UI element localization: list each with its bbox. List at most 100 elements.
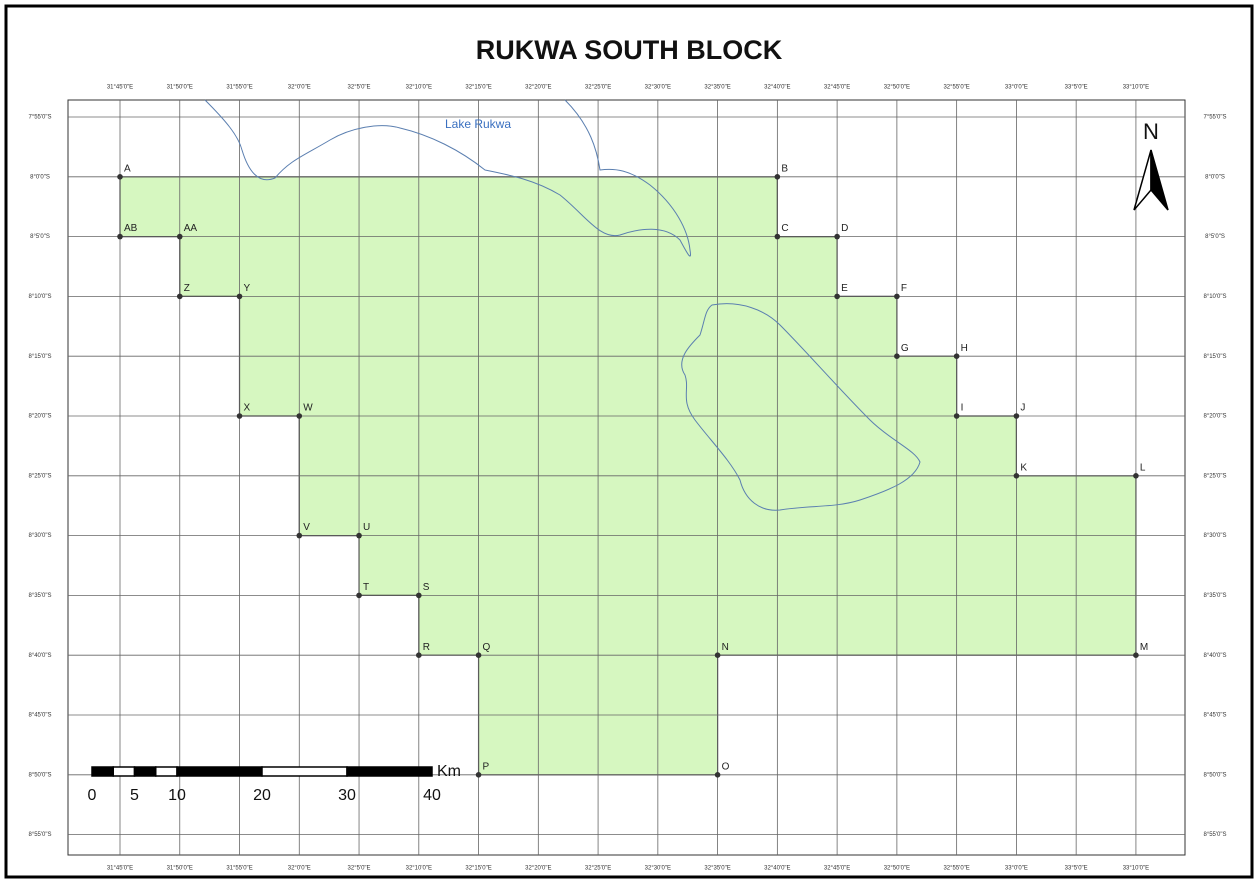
- latitude-label-right: 8°20'0"S: [1203, 414, 1226, 420]
- latitude-label-left: 8°10'0"S: [28, 294, 51, 300]
- latitude-label-left: 8°30'0"S: [28, 533, 51, 539]
- latitude-label-right: 8°10'0"S: [1203, 294, 1226, 300]
- point-marker: [894, 353, 900, 360]
- scale-bar: 0 5 10 20 30 40 Km: [88, 763, 461, 804]
- latitude-label-left: 8°25'0"S: [28, 473, 51, 479]
- longitude-label-top: 32°20'0"E: [525, 85, 551, 91]
- longitude-label-bottom: 32°40'0"E: [764, 866, 790, 872]
- longitude-label-bottom: 31°50'0"E: [167, 866, 193, 872]
- scale-label: 20: [253, 787, 271, 804]
- point-label: Q: [483, 642, 491, 653]
- point-label: V: [303, 522, 310, 533]
- point-label: R: [423, 642, 430, 653]
- longitude-label-bottom: 32°45'0"E: [824, 866, 850, 872]
- latitude-label-right: 8°30'0"S: [1203, 533, 1226, 539]
- lake-rukwa-shore: [204, 99, 691, 257]
- point-label: Z: [184, 283, 190, 294]
- longitude-label-bottom: 32°55'0"E: [943, 866, 969, 872]
- point-marker: [834, 293, 840, 300]
- point-marker: [117, 174, 123, 180]
- point-label: U: [363, 522, 370, 533]
- latitude-label-right: 8°50'0"S: [1203, 772, 1226, 778]
- scale-segment: [155, 766, 178, 777]
- north-arrow-right: [1150, 149, 1169, 211]
- point-label: J: [1020, 403, 1025, 414]
- longitude-label-top: 32°45'0"E: [824, 85, 850, 91]
- longitude-label-bottom: 32°0'0"E: [288, 866, 311, 872]
- longitude-label-top: 33°5'0"E: [1065, 85, 1088, 91]
- longitude-label-bottom: 31°55'0"E: [226, 866, 252, 872]
- longitude-label-bottom: 32°15'0"E: [465, 866, 491, 872]
- point-label: AB: [124, 223, 138, 234]
- longitude-label-bottom: 33°5'0"E: [1065, 866, 1088, 872]
- latitude-label-left: 8°0'0"S: [30, 174, 50, 180]
- scale-segment: [91, 766, 114, 777]
- point-label: M: [1140, 642, 1148, 653]
- point-label: S: [423, 582, 430, 593]
- longitude-label-bottom: 32°50'0"E: [884, 866, 910, 872]
- latitude-label-right: 8°55'0"S: [1203, 832, 1226, 838]
- point-marker: [953, 413, 960, 419]
- north-label: N: [1143, 119, 1159, 144]
- scale-label: 40: [423, 787, 441, 804]
- point-marker: [1133, 652, 1139, 658]
- point-label: T: [363, 582, 369, 593]
- latitude-label-right: 8°45'0"S: [1203, 713, 1226, 719]
- point-marker: [356, 592, 362, 599]
- point-label: E: [841, 283, 848, 294]
- point-label: I: [961, 403, 964, 414]
- latitude-label-right: 7°55'0"S: [1203, 115, 1226, 121]
- scale-segment: [133, 766, 157, 777]
- point-marker: [894, 293, 900, 300]
- point-label: W: [303, 403, 313, 414]
- longitude-label-top: 33°10'0"E: [1123, 85, 1149, 91]
- latitude-label-left: 8°50'0"S: [28, 772, 51, 778]
- point-label: L: [1140, 462, 1146, 473]
- longitude-label-bottom: 32°20'0"E: [525, 866, 551, 872]
- longitude-label-bottom: 32°10'0"E: [406, 866, 432, 872]
- latitude-label-right: 8°0'0"S: [1205, 174, 1225, 180]
- longitude-label-top: 32°15'0"E: [465, 85, 491, 91]
- point-label: O: [722, 761, 730, 772]
- scale-label: 30: [338, 787, 356, 804]
- graticule: 31°45'0"E 31°45'0"E 31°50'0"E 31°50'0"E 31°5…: [28, 85, 1226, 872]
- longitude-label-top: 32°55'0"E: [943, 85, 969, 91]
- scale-segment: [176, 766, 263, 777]
- longitude-label-top: 32°25'0"E: [585, 85, 611, 91]
- latitude-label-left: 8°55'0"S: [28, 832, 51, 838]
- point-marker: [774, 174, 781, 180]
- point-label: X: [244, 403, 251, 414]
- longitude-label-top: 32°50'0"E: [884, 85, 910, 91]
- point-marker: [475, 772, 482, 778]
- point-marker: [296, 532, 303, 539]
- point-marker: [356, 532, 362, 539]
- latitude-label-left: 8°40'0"S: [28, 653, 51, 659]
- latitude-label-left: 7°55'0"S: [28, 115, 51, 121]
- point-label: H: [961, 343, 968, 354]
- point-marker: [714, 652, 721, 658]
- point-marker: [236, 413, 243, 419]
- point-label: F: [901, 283, 907, 294]
- point-marker: [1133, 473, 1139, 479]
- point-label: AA: [184, 223, 198, 234]
- point-label: C: [781, 223, 788, 234]
- point-marker: [416, 592, 422, 599]
- scale-unit: Km: [437, 763, 461, 780]
- latitude-label-right: 8°35'0"S: [1203, 593, 1226, 599]
- point-label: A: [124, 163, 131, 174]
- scale-segment: [112, 766, 136, 777]
- point-marker: [834, 233, 840, 240]
- latitude-label-right: 8°15'0"S: [1203, 354, 1226, 360]
- point-label: B: [781, 163, 788, 174]
- latitude-label-left: 8°35'0"S: [28, 593, 51, 599]
- point-marker: [1013, 473, 1020, 479]
- longitude-label-top: 31°45'0"E: [107, 85, 133, 91]
- point-label: N: [722, 642, 729, 653]
- latitude-label-left: 8°15'0"S: [28, 354, 51, 360]
- longitude-label-top: 32°40'0"E: [764, 85, 790, 91]
- longitude-label-bottom: 32°35'0"E: [704, 866, 730, 872]
- point-marker: [416, 652, 422, 658]
- latitude-label-right: 8°5'0"S: [1205, 234, 1225, 240]
